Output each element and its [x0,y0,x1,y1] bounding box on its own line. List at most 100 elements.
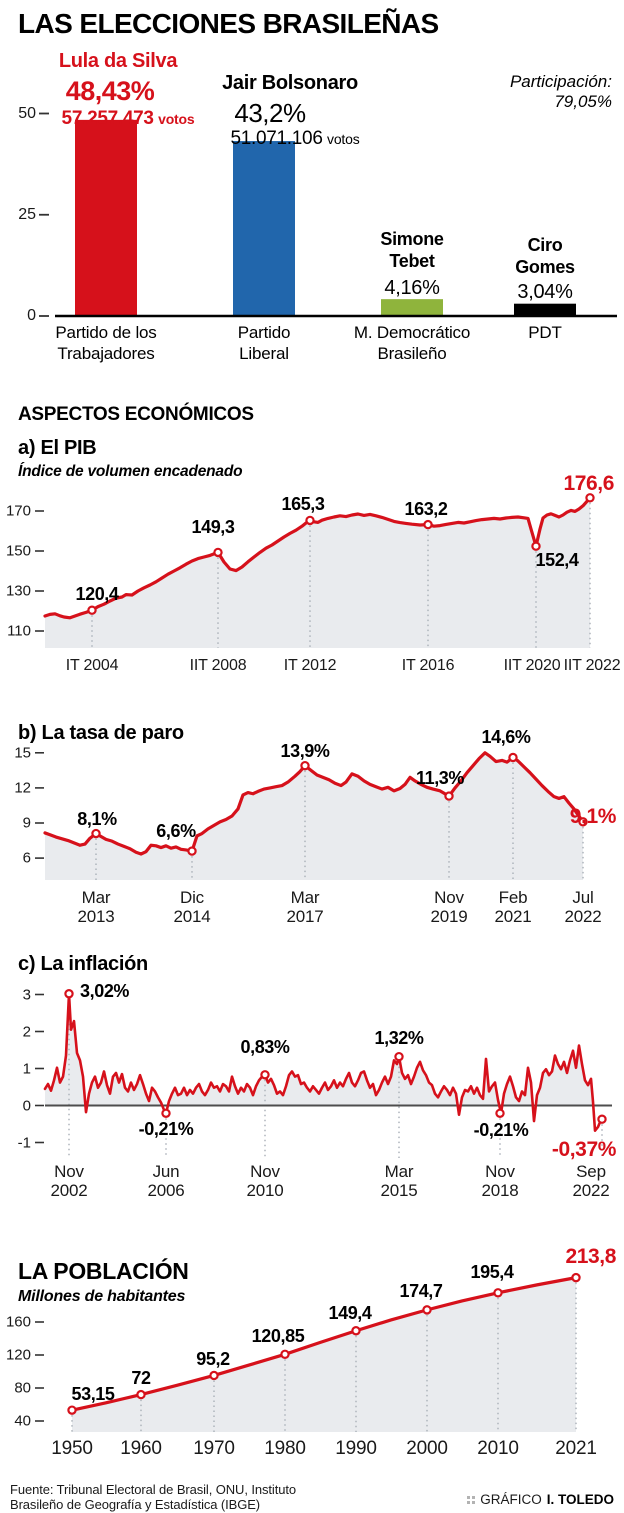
poblacion-x-tick-label: 2000 [406,1438,448,1459]
inflacion-x-tick-label: Sep 2022 [572,1162,610,1200]
inflacion-point [260,1070,270,1080]
poblacion-point [67,1405,77,1415]
poblacion-data-label: 149,4 [328,1303,372,1323]
pib-data-label: 163,2 [404,499,448,519]
poblacion-x-tick-label: 2021 [555,1438,597,1459]
poblacion-x-tick-label: 1990 [335,1438,377,1459]
inflacion-y-tick-label: -1 [17,1134,31,1151]
poblacion-area [72,1277,576,1432]
paro-point [300,760,310,771]
poblacion-x-tick-label: 2010 [477,1438,519,1459]
paro-title: b) La tasa de paro [18,722,184,744]
pib-y-tick-label: 150 [5,542,31,560]
paro-point [508,752,518,763]
pib-line [43,496,592,620]
paro-point [578,817,588,827]
inflacion-y-tick-label: 0 [22,1097,31,1114]
poblacion-point [280,1349,290,1359]
pib-x-tick-label: IT 2016 [401,657,455,674]
inflacion-x-tick-label: Nov 2002 [50,1162,88,1200]
paro-data-label: 11,3% [415,768,465,788]
paro-data-label: 8,1% [77,809,117,829]
poblacion-line [70,1276,578,1412]
bar-3 [514,303,576,316]
name-line: Ciro [527,235,563,255]
paro-x-tick-label: Feb 2021 [494,888,532,926]
paro-y-tick-label: 12 [14,779,31,797]
paro-area [45,752,583,880]
candidate-name-gomes: Ciro Gomes [515,234,575,278]
poblacion-data-label: 213,8 [565,1245,616,1268]
pib-area [45,497,590,648]
poblacion-x-tick-label: 1980 [264,1438,306,1459]
pib-x-tick-label: IIT 2022 [563,657,621,674]
poblacion-title: LA POBLACIÓN [18,1258,189,1284]
y-tick-label: 25 [18,205,36,223]
y-tick-label: 50 [18,104,36,122]
poblacion-data-label: 53,15 [71,1384,115,1404]
poblacion-y-tick-label: 80 [14,1379,31,1397]
candidate-name-lula: Lula da Silva [58,50,178,72]
pib-data-label: 165,3 [281,494,325,514]
poblacion-x-tick-label: 1960 [120,1438,162,1459]
poblacion-data-label: 195,4 [470,1262,514,1282]
inflacion-data-label: 3,02% [80,981,130,1001]
poblacion-data-label: 72 [131,1368,151,1388]
inflacion-data-label: 1,32% [374,1028,424,1048]
name-line: Gomes [515,257,575,277]
paro-data-label: 9,1% [569,805,617,828]
pib-subtitle: Índice de volumen encadenado [18,463,243,480]
pib-point [531,541,541,551]
inflacion-x-tick-label: Mar 2015 [380,1162,418,1200]
votes-word: votos [158,111,195,127]
pib-title: a) El PIB [18,437,97,459]
inflacion-data-label: -0,21% [138,1119,194,1139]
pib-y-tick-label: 110 [7,622,31,640]
paro-x-tick-label: Jul 2022 [564,888,602,926]
inflacion-title: c) La inflación [18,953,148,975]
pib-x-tick-label: IIT 2008 [189,657,247,674]
name-line: Tebet [389,251,435,271]
paro-x-tick-label: Nov 2019 [430,888,468,926]
pib-data-label: 176,6 [563,472,614,495]
participation-label: Participación: [509,72,612,91]
inflacion-x-tick-label: Jun 2006 [147,1162,185,1200]
name-line: Simone [380,229,444,249]
credit-name: I. TOLEDO [546,1492,614,1507]
inflacion-point [495,1108,505,1118]
inflacion-line [43,992,604,1132]
candidate-pct-tebet: 4,16% [384,277,440,299]
pib-point [87,605,97,615]
poblacion-x-tick-label: 1970 [193,1438,235,1459]
inflacion-y-tick-label: 3 [22,986,31,1003]
y-tick-label: 0 [27,307,36,324]
candidate-name-tebet: Simone Tebet [380,228,444,272]
poblacion-point [351,1326,361,1336]
poblacion-point [422,1305,432,1315]
candidate-votes-lula: 57.257.473 votos [62,108,195,130]
inflacion-y-tick-label: 2 [22,1023,31,1040]
paro-data-label: 14,6% [481,727,531,747]
candidate-pct-lula: 48,43% [65,76,155,106]
poblacion-point [571,1272,581,1283]
votes-number: 51.071.106 [230,128,323,149]
bar-2 [381,299,443,316]
party-label: Partido Liberal [237,323,291,363]
inflacion-point [394,1051,404,1062]
source-line-2: Brasileño de Geografía y Estadística (IB… [10,1497,261,1512]
votes-word: votos [327,131,360,147]
poblacion-y-tick-label: 160 [5,1313,31,1331]
poblacion-y-tick-label: 120 [5,1346,31,1364]
bar-1 [233,141,295,316]
inflacion-area [45,993,602,1106]
paro-y-tick-label: 15 [14,744,31,762]
inflacion-point [597,1114,607,1124]
credit: GRÁFICO I. TOLEDO [467,1492,614,1507]
pib-y-tick-label: 130 [5,582,31,600]
paro-x-tick-label: Mar 2017 [286,888,324,926]
paro-x-tick-label: Mar 2013 [77,888,115,926]
votes-number: 57.257.473 [61,108,154,129]
poblacion-data-label: 120,85 [251,1326,305,1346]
paro-point [91,828,101,839]
poblacion-point [209,1370,219,1381]
